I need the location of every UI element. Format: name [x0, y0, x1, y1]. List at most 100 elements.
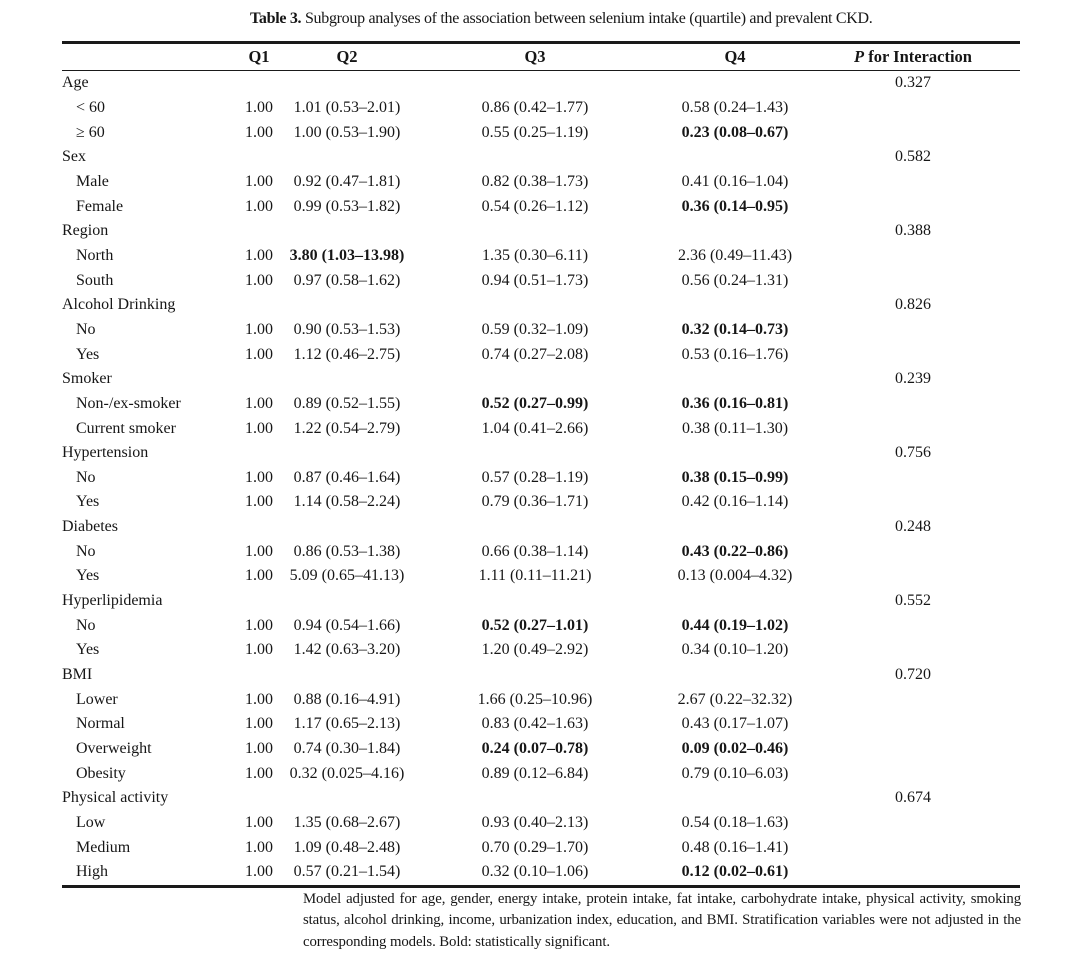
row-label: Age	[62, 74, 89, 92]
cell-q4	[664, 71, 806, 96]
cell-q3	[406, 219, 664, 244]
cell-q2	[288, 367, 406, 392]
table-row: No 1.00 0.90 (0.53–1.53) 0.59 (0.32–1.09) 0.…	[62, 318, 1020, 343]
cell-q2: 3.80 (1.03–13.98)	[289, 246, 405, 264]
cell-p-interaction	[806, 96, 1020, 121]
row-label: Male	[76, 172, 109, 190]
cell-q4: 0.38 (0.11–1.30)	[681, 419, 789, 437]
row-label: Physical activity	[62, 789, 169, 807]
cell-p-interaction	[806, 244, 1020, 269]
table-row: Yes 1.00 1.14 (0.58–2.24) 0.79 (0.36–1.71) 0…	[62, 490, 1020, 515]
group-row: Sex 0.582	[62, 145, 1020, 170]
cell-q1: 1.00	[245, 740, 273, 758]
cell-q4: 0.79 (0.10–6.03)	[681, 764, 789, 782]
cell-q3: 0.83 (0.42–1.63)	[481, 715, 589, 733]
cell-q3: 1.04 (0.41–2.66)	[481, 419, 589, 437]
cell-q4	[664, 663, 806, 688]
cell-q4: 0.23 (0.08–0.67)	[681, 123, 789, 141]
cell-q2: 0.89 (0.52–1.55)	[293, 394, 401, 412]
cell-q1: 1.00	[245, 814, 273, 832]
cell-p-interaction	[806, 613, 1020, 638]
cell-p-interaction	[806, 120, 1020, 145]
cell-q3: 0.24 (0.07–0.78)	[481, 740, 589, 758]
row-label: Obesity	[76, 764, 126, 782]
cell-q2: 5.09 (0.65–41.13)	[289, 567, 405, 585]
cell-q2: 1.22 (0.54–2.79)	[293, 419, 401, 437]
cell-p-interaction	[806, 687, 1020, 712]
cell-q4: 0.53 (0.16–1.76)	[681, 345, 789, 363]
cell-q2: 0.57 (0.21–1.54)	[293, 863, 401, 881]
header-p-rest: for Interaction	[864, 47, 972, 66]
cell-q2: 0.86 (0.53–1.38)	[293, 542, 401, 560]
row-label: No	[76, 468, 96, 486]
cell-q1	[230, 367, 288, 392]
cell-q4: 0.48 (0.16–1.41)	[681, 838, 789, 856]
cell-q3	[406, 367, 664, 392]
header-p-symbol: P	[854, 47, 865, 66]
table-row: Obesity 1.00 0.32 (0.025–4.16) 0.89 (0.12–6…	[62, 761, 1020, 786]
row-label: Overweight	[76, 740, 152, 758]
cell-q2	[288, 145, 406, 170]
cell-p-interaction	[806, 194, 1020, 219]
cell-p-interaction: 0.552	[895, 592, 931, 610]
cell-p-interaction	[806, 761, 1020, 786]
cell-q4: 0.12 (0.02–0.61)	[681, 863, 789, 881]
cell-q4: 0.56 (0.24–1.31)	[681, 271, 789, 289]
row-label: No	[76, 542, 96, 560]
cell-q4: 2.67 (0.22–32.32)	[677, 690, 793, 708]
cell-q2: 1.12 (0.46–2.75)	[293, 345, 401, 363]
table-footnote: Model adjusted for age, gender, energy i…	[303, 891, 1021, 950]
cell-q4: 0.44 (0.19–1.02)	[681, 616, 789, 634]
group-row: Region 0.388	[62, 219, 1020, 244]
cell-p-interaction	[806, 564, 1020, 589]
table-row: Male 1.00 0.92 (0.47–1.81) 0.82 (0.38–1.73)…	[62, 170, 1020, 195]
cell-q4	[664, 293, 806, 318]
cell-q2: 1.01 (0.53–2.01)	[293, 98, 401, 116]
group-row: Diabetes 0.248	[62, 515, 1020, 540]
cell-q2	[288, 786, 406, 811]
header-q3: Q3	[406, 42, 664, 71]
table-caption-text: Subgroup analyses of the association bet…	[301, 10, 873, 27]
cell-q3	[406, 786, 664, 811]
table-row: Yes 1.00 1.12 (0.46–2.75) 0.74 (0.27–2.08) 0…	[62, 342, 1020, 367]
cell-q2: 1.35 (0.68–2.67)	[293, 814, 401, 832]
cell-p-interaction	[806, 268, 1020, 293]
row-label: Yes	[76, 641, 100, 659]
table-row: Low 1.00 1.35 (0.68–2.67) 0.93 (0.40–2.13) 0…	[62, 811, 1020, 836]
cell-q1: 1.00	[245, 616, 273, 634]
cell-p-interaction: 0.582	[895, 148, 931, 166]
cell-q1: 1.00	[245, 542, 273, 560]
cell-q4	[664, 589, 806, 614]
cell-q1: 1.00	[245, 493, 273, 511]
table-row: South 1.00 0.97 (0.58–1.62) 0.94 (0.51–1.73…	[62, 268, 1020, 293]
cell-q1: 1.00	[245, 838, 273, 856]
cell-p-interaction: 0.826	[895, 296, 931, 314]
table-caption-label: Table 3.	[250, 10, 302, 27]
row-label: No	[76, 616, 96, 634]
cell-q1: 1.00	[245, 394, 273, 412]
cell-q4	[664, 219, 806, 244]
cell-q3: 0.82 (0.38–1.73)	[481, 172, 589, 190]
cell-q4: 0.42 (0.16–1.14)	[681, 493, 789, 511]
cell-q4	[664, 786, 806, 811]
cell-q1: 1.00	[245, 98, 273, 116]
cell-q1: 1.00	[245, 863, 273, 881]
cell-q1	[230, 663, 288, 688]
cell-q4: 0.36 (0.16–0.81)	[681, 394, 789, 412]
table-row: High 1.00 0.57 (0.21–1.54) 0.32 (0.10–1.06)…	[62, 860, 1020, 886]
cell-q4: 0.58 (0.24–1.43)	[681, 98, 789, 116]
cell-q2: 0.74 (0.30–1.84)	[293, 740, 401, 758]
cell-q3	[406, 589, 664, 614]
cell-q3: 0.59 (0.32–1.09)	[481, 320, 589, 338]
cell-q3: 0.70 (0.29–1.70)	[481, 838, 589, 856]
cell-q4: 0.09 (0.02–0.46)	[681, 740, 789, 758]
row-label: Low	[76, 814, 106, 832]
row-label: Alcohol Drinking	[62, 296, 176, 314]
row-label: Female	[76, 197, 124, 215]
cell-q2: 0.32 (0.025–4.16)	[289, 764, 405, 782]
cell-p-interaction: 0.327	[895, 74, 931, 92]
cell-q3: 1.20 (0.49–2.92)	[481, 641, 589, 659]
row-label: Hyperlipidemia	[62, 592, 163, 610]
cell-p-interaction	[806, 342, 1020, 367]
row-label: North	[76, 246, 114, 264]
